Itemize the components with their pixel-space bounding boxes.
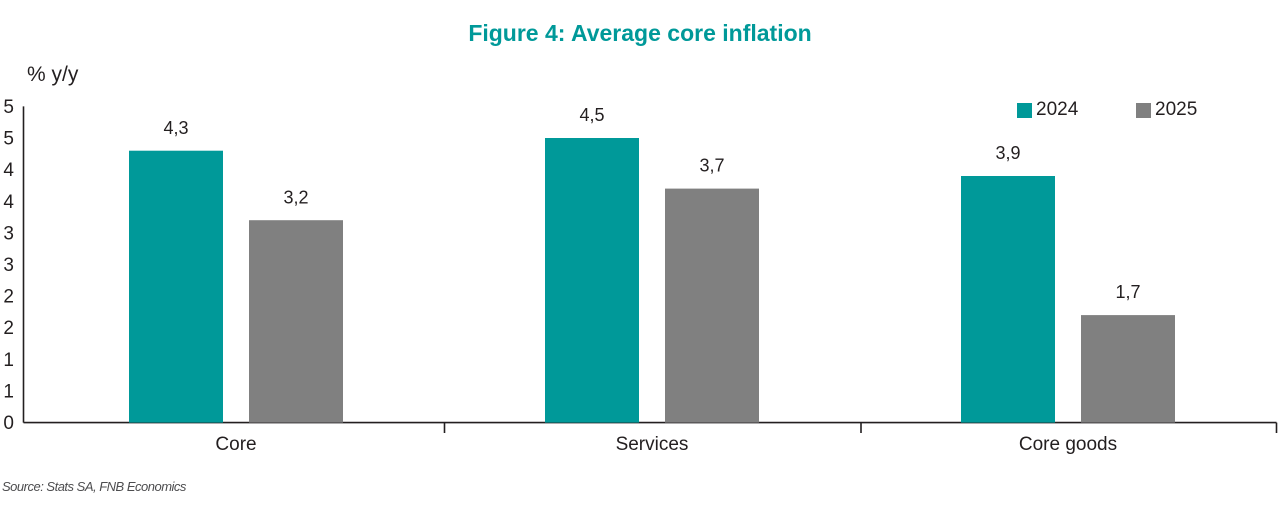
- svg-text:2: 2: [3, 287, 14, 308]
- svg-text:3: 3: [3, 223, 14, 244]
- svg-text:5: 5: [3, 97, 14, 118]
- svg-text:3: 3: [3, 255, 14, 276]
- svg-text:2025: 2025: [1155, 99, 1197, 120]
- svg-text:Core goods: Core goods: [1019, 434, 1117, 455]
- svg-text:4,3: 4,3: [163, 118, 188, 138]
- svg-text:1: 1: [3, 350, 14, 371]
- svg-text:Core: Core: [215, 434, 256, 455]
- svg-text:4: 4: [3, 160, 14, 181]
- svg-text:Services: Services: [616, 434, 689, 455]
- svg-text:3,9: 3,9: [995, 143, 1020, 163]
- svg-text:1,7: 1,7: [1115, 282, 1140, 302]
- svg-text:2: 2: [3, 318, 14, 339]
- svg-text:2024: 2024: [1036, 99, 1079, 120]
- svg-text:5: 5: [3, 129, 14, 150]
- svg-text:1: 1: [3, 381, 14, 402]
- svg-text:3,2: 3,2: [283, 187, 308, 207]
- svg-text:0: 0: [3, 413, 14, 434]
- svg-text:4,5: 4,5: [579, 105, 604, 125]
- svg-text:3,7: 3,7: [699, 156, 724, 176]
- svg-text:4: 4: [3, 192, 14, 213]
